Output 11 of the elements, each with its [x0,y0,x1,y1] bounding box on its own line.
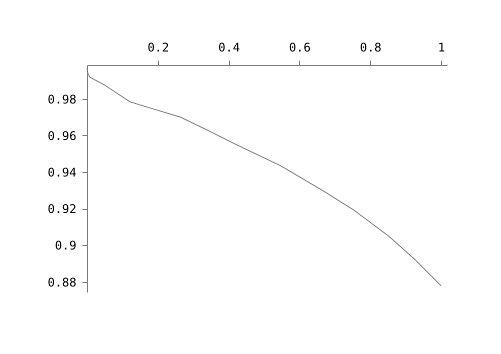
y-tick-label: 0.9 [54,238,76,253]
x-tick-label: 0.2 [147,40,170,54]
y-tick-label: 0.96 [48,128,76,143]
x-tick-label: 0.4 [218,40,240,54]
y-tick-label: 0.88 [48,275,76,290]
x-tick-label: 0.8 [360,40,382,54]
x-tick-label: 1 [438,40,446,54]
y-tick-label: 0.98 [48,92,76,106]
y-tick-label: 0.92 [48,202,76,216]
y-tick-label: 0.94 [48,166,76,180]
x-tick-label: 0.6 [289,40,311,54]
